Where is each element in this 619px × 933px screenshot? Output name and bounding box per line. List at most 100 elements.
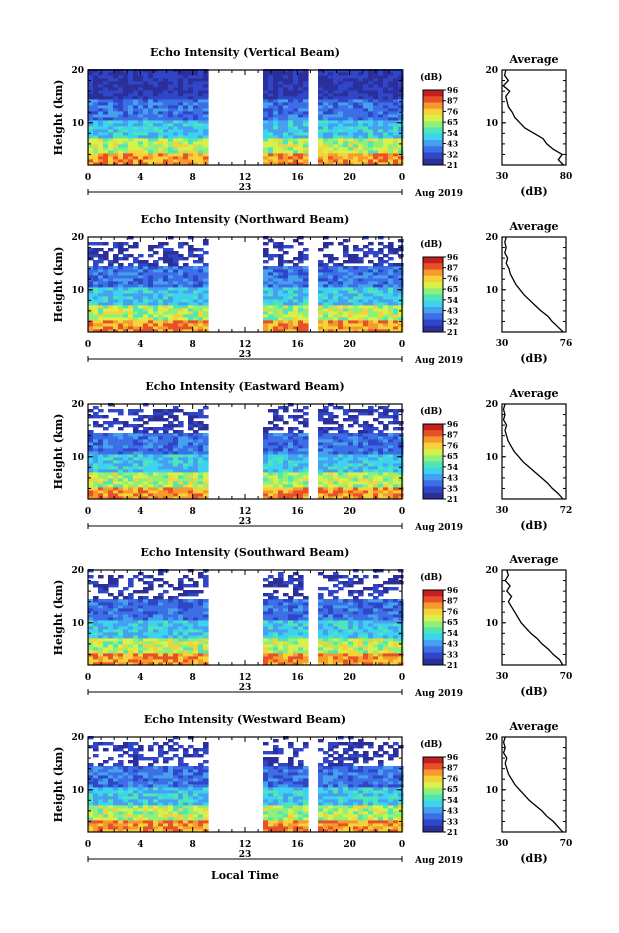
heatmap-cell [353, 156, 359, 159]
heatmap-cell [138, 87, 144, 90]
heatmap-cell [113, 108, 119, 111]
heatmap-cell [133, 647, 139, 650]
heatmap-cell [88, 272, 94, 275]
heatmap-cell [383, 287, 389, 290]
heatmap-cell [373, 436, 379, 439]
heatmap-cell [323, 111, 329, 114]
heatmap-cell [88, 638, 94, 641]
heatmap-cell [103, 257, 109, 260]
heatmap-cell [273, 108, 279, 111]
heatmap-cell [358, 430, 364, 433]
heatmap-cell [123, 78, 129, 81]
heatmap-cell [93, 251, 99, 254]
heatmap-cell [118, 457, 124, 460]
heatmap-cell [293, 409, 299, 412]
heatmap-cell [183, 144, 189, 147]
heatmap-cell [183, 108, 189, 111]
heatmap-cell [303, 445, 309, 448]
heatmap-cell [383, 463, 389, 466]
heatmap-cell [193, 99, 199, 102]
heatmap-cell [123, 635, 129, 638]
heatmap-cell [128, 650, 134, 653]
heatmap-cell [173, 159, 179, 162]
heatmap-cell [338, 242, 344, 245]
heatmap-cell [273, 269, 279, 272]
heatmap-cell [323, 126, 329, 129]
heatmap-cell [343, 457, 349, 460]
heatmap-cell [133, 156, 139, 159]
heatmap-cell [173, 135, 179, 138]
heatmap-cell [288, 454, 294, 457]
heatmap-cell [303, 72, 309, 75]
heatmap-cell [398, 123, 404, 126]
heatmap-cell [153, 99, 159, 102]
heatmap-cell [148, 275, 154, 278]
heatmap-cell [143, 281, 149, 284]
heatmap-cell [93, 415, 99, 418]
heatmap-cell [113, 481, 119, 484]
heatmap-cell [128, 466, 134, 469]
heatmap-cell [373, 296, 379, 299]
heatmap-cell [88, 626, 94, 629]
heatmap-cell [303, 305, 309, 308]
heatmap-cell [303, 129, 309, 132]
heatmap-cell [173, 251, 179, 254]
heatmap-cell [183, 469, 189, 472]
heatmap-cell [338, 299, 344, 302]
heatmap-cell [348, 487, 354, 490]
heatmap-cell [148, 599, 154, 602]
heatmap-cell [358, 284, 364, 287]
heatmap-cell [93, 439, 99, 442]
heatmap-cell [288, 320, 294, 323]
heatmap-cell [128, 317, 134, 320]
heatmap-cell [178, 105, 184, 108]
heatmap-cell [343, 147, 349, 150]
heatmap-cell [373, 454, 379, 457]
heatmap-cell [328, 305, 334, 308]
heatmap-cell [333, 281, 339, 284]
heatmap-cell [113, 320, 119, 323]
heatmap-cell [273, 323, 279, 326]
heatmap-cell [203, 138, 209, 141]
heatmap-cell [123, 611, 129, 614]
heatmap-cell [338, 311, 344, 314]
heatmap-cell [138, 653, 144, 656]
heatmap-cell [303, 117, 309, 120]
heatmap-cell [353, 457, 359, 460]
heatmap-cell [133, 620, 139, 623]
heatmap-cell [373, 135, 379, 138]
chart-title: Echo Intensity (Eastward Beam) [145, 380, 344, 393]
heatmap-cell [138, 284, 144, 287]
heatmap-cell [103, 308, 109, 311]
heatmap-cell [328, 326, 334, 329]
heatmap-cell [93, 641, 99, 644]
heatmap-cell [393, 323, 399, 326]
heatmap-cell [353, 284, 359, 287]
heatmap-cell [288, 284, 294, 287]
heatmap-cell [108, 611, 114, 614]
colorbar-swatch [423, 153, 443, 160]
heatmap-cell [283, 290, 289, 293]
heatmap-cell [108, 308, 114, 311]
heatmap-cell [283, 326, 289, 329]
heatmap-cell [333, 311, 339, 314]
heatmap-cell [268, 490, 274, 493]
heatmap-cell [123, 281, 129, 284]
heatmap-cell [318, 96, 324, 99]
heatmap-cell [278, 254, 284, 257]
heatmap-cell [108, 75, 114, 78]
heatmap-cell [298, 490, 304, 493]
x-tick-label: 0 [399, 173, 405, 183]
heatmap-cell [353, 308, 359, 311]
heatmap-cell [278, 72, 284, 75]
heatmap-cell [383, 472, 389, 475]
heatmap-cell [293, 463, 299, 466]
heatmap-cell [188, 132, 194, 135]
heatmap-cell [183, 263, 189, 266]
heatmap-cell [318, 296, 324, 299]
heatmap-cell [303, 96, 309, 99]
heatmap-cell [133, 123, 139, 126]
heatmap-cell [383, 260, 389, 263]
heatmap-cell [263, 141, 269, 144]
heatmap-cell [358, 144, 364, 147]
